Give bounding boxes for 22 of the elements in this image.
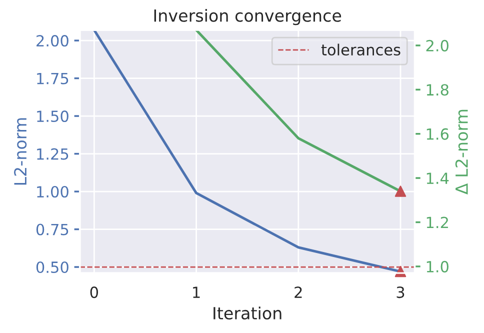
x-tick-label: 1 (193, 286, 200, 298)
y2-tick-label: 2.0 (426, 40, 448, 52)
y-tick-label: 1.75 (37, 72, 68, 84)
y-axis-title: L2-norm (14, 118, 27, 185)
y-tick-label: 0.75 (36, 224, 68, 236)
y-tick-label: 1.00 (37, 186, 68, 198)
y-tick-label: 1.25 (37, 148, 68, 160)
x-tick-label: 2 (294, 286, 302, 298)
y-tick-label: 2.00 (36, 35, 68, 47)
y2-tick-label: 1.8 (426, 84, 448, 96)
y2-tick-label: 1.0 (426, 260, 448, 272)
x-tick-label: 3 (396, 286, 404, 298)
y2-tick-label: 1.2 (426, 216, 448, 228)
y-tick-label: 1.50 (37, 110, 68, 122)
x-tick-label: 0 (90, 286, 98, 298)
y2-tick-label: 1.6 (426, 128, 449, 140)
x-axis-title: Iteration (214, 306, 282, 320)
chart-title: Inversion convergence (154, 8, 342, 26)
y-tick-label: 0.50 (36, 261, 68, 274)
y2-tick-label: 1.4 (426, 172, 449, 184)
legend-label: tolerances (321, 44, 400, 56)
y2-axis-title: Δ L2-norm (455, 110, 468, 194)
